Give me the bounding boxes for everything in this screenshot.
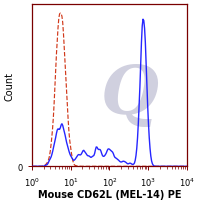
X-axis label: Mouse CD62L (MEL-14) PE: Mouse CD62L (MEL-14) PE <box>38 189 181 199</box>
Y-axis label: Count: Count <box>5 71 15 100</box>
Text: Q: Q <box>101 63 159 128</box>
